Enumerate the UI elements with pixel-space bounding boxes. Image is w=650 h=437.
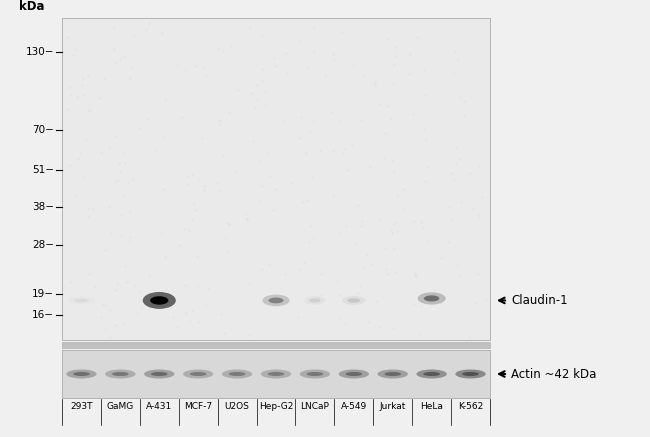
Ellipse shape [105, 370, 136, 378]
Text: MCF-7: MCF-7 [184, 402, 213, 411]
Text: K-562: K-562 [458, 402, 483, 411]
Ellipse shape [151, 372, 168, 376]
Ellipse shape [424, 295, 439, 302]
Text: Claudin-1: Claudin-1 [511, 294, 567, 307]
Ellipse shape [268, 298, 283, 303]
Text: GaMG: GaMG [107, 402, 134, 411]
Text: kDa: kDa [20, 0, 45, 13]
Ellipse shape [112, 372, 129, 376]
Text: Actin ~42 kDa: Actin ~42 kDa [511, 368, 597, 381]
Text: 70−: 70− [32, 125, 54, 135]
Text: 130−: 130− [25, 47, 54, 57]
Ellipse shape [150, 296, 168, 305]
Ellipse shape [342, 296, 365, 305]
Ellipse shape [66, 370, 97, 378]
Bar [62, 350, 490, 398]
Text: U2OS: U2OS [225, 402, 250, 411]
Ellipse shape [268, 372, 284, 376]
Ellipse shape [68, 297, 95, 304]
Text: 28−: 28− [32, 240, 54, 250]
Text: 51−: 51− [32, 165, 54, 175]
Ellipse shape [456, 370, 486, 378]
Ellipse shape [418, 292, 446, 305]
Ellipse shape [73, 372, 90, 376]
Ellipse shape [339, 370, 369, 378]
Ellipse shape [345, 372, 362, 376]
Ellipse shape [263, 295, 290, 306]
Ellipse shape [143, 292, 176, 309]
Text: A-549: A-549 [341, 402, 367, 411]
Ellipse shape [183, 370, 213, 378]
Ellipse shape [229, 372, 246, 376]
Text: 38−: 38− [32, 201, 54, 212]
Ellipse shape [307, 372, 323, 376]
Text: Jurkat: Jurkat [380, 402, 406, 411]
Ellipse shape [462, 372, 479, 376]
Text: HeLa: HeLa [420, 402, 443, 411]
Ellipse shape [304, 296, 326, 305]
Ellipse shape [144, 370, 174, 378]
Ellipse shape [261, 370, 291, 378]
Ellipse shape [154, 298, 164, 303]
Ellipse shape [423, 372, 440, 376]
Bar [62, 342, 490, 348]
Text: 16−: 16− [32, 310, 54, 320]
Text: 293T: 293T [70, 402, 93, 411]
Ellipse shape [378, 370, 408, 378]
Text: Hep-G2: Hep-G2 [259, 402, 293, 411]
Ellipse shape [309, 298, 321, 302]
Ellipse shape [384, 372, 401, 376]
Text: LNCaP: LNCaP [300, 402, 330, 411]
Text: A-431: A-431 [146, 402, 172, 411]
Ellipse shape [417, 370, 447, 378]
Ellipse shape [347, 298, 360, 303]
Ellipse shape [222, 370, 252, 378]
Bar [62, 18, 490, 340]
Ellipse shape [300, 370, 330, 378]
Ellipse shape [190, 372, 207, 376]
Ellipse shape [74, 298, 89, 302]
Text: 19−: 19− [32, 289, 54, 298]
